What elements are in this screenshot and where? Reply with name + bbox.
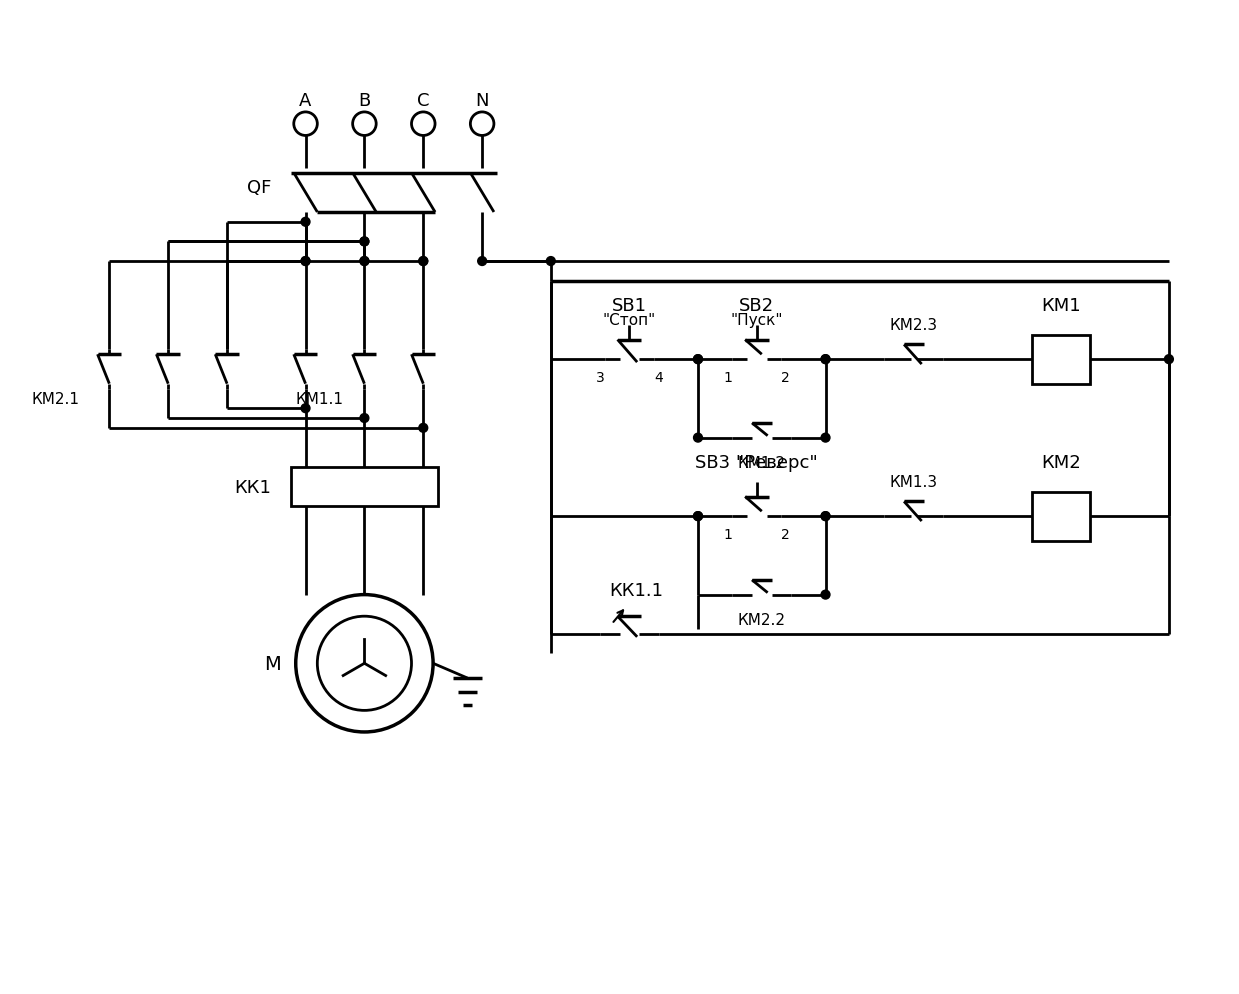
Text: M: M: [264, 654, 281, 673]
Circle shape: [821, 433, 830, 442]
Circle shape: [301, 257, 310, 266]
Circle shape: [361, 257, 369, 266]
Bar: [1032, 492, 1090, 541]
Text: КМ1.1: КМ1.1: [296, 392, 343, 407]
Circle shape: [821, 356, 830, 364]
Text: КК1: КК1: [234, 478, 271, 496]
Circle shape: [361, 257, 369, 266]
Circle shape: [546, 257, 555, 266]
Text: N: N: [476, 92, 489, 110]
Circle shape: [361, 414, 369, 423]
Circle shape: [694, 512, 703, 521]
Bar: [1032, 335, 1090, 385]
Circle shape: [301, 218, 310, 227]
Text: 2: 2: [782, 527, 790, 542]
Text: SB3 "Реверс": SB3 "Реверс": [695, 453, 818, 472]
Bar: [291, 467, 439, 507]
Circle shape: [694, 433, 703, 442]
Text: КК1.1: КК1.1: [610, 581, 664, 599]
Text: 1: 1: [724, 371, 732, 385]
Text: КМ2.3: КМ2.3: [890, 318, 938, 333]
Text: КМ2.2: КМ2.2: [737, 612, 786, 627]
Circle shape: [694, 356, 703, 364]
Circle shape: [821, 356, 830, 364]
Circle shape: [1165, 356, 1173, 364]
Text: КМ1: КМ1: [1041, 297, 1080, 315]
Circle shape: [419, 424, 427, 432]
Circle shape: [361, 238, 369, 247]
Circle shape: [361, 238, 369, 247]
Text: SB2: SB2: [740, 297, 774, 315]
Text: B: B: [358, 92, 370, 110]
Text: КМ1.3: КМ1.3: [890, 475, 938, 490]
Circle shape: [821, 512, 830, 521]
Text: A: A: [300, 92, 312, 110]
Text: C: C: [418, 92, 430, 110]
Text: КМ2.1: КМ2.1: [32, 392, 79, 407]
Text: QF: QF: [247, 179, 271, 197]
Circle shape: [419, 257, 427, 266]
Text: 4: 4: [654, 371, 663, 385]
Text: "Стоп": "Стоп": [602, 313, 655, 328]
Circle shape: [821, 590, 830, 599]
Circle shape: [419, 257, 427, 266]
Text: 3: 3: [596, 371, 605, 385]
Circle shape: [694, 512, 703, 521]
Circle shape: [301, 257, 310, 266]
Circle shape: [478, 257, 487, 266]
Text: 1: 1: [724, 527, 732, 542]
Circle shape: [317, 616, 411, 711]
Circle shape: [821, 512, 830, 521]
Circle shape: [301, 405, 310, 414]
Text: "Пуск": "Пуск": [731, 313, 783, 328]
Text: КМ2: КМ2: [1041, 453, 1080, 472]
Text: 2: 2: [782, 371, 790, 385]
Text: SB1: SB1: [612, 297, 647, 315]
Circle shape: [694, 356, 703, 364]
Text: КМ1.2: КМ1.2: [737, 455, 786, 470]
